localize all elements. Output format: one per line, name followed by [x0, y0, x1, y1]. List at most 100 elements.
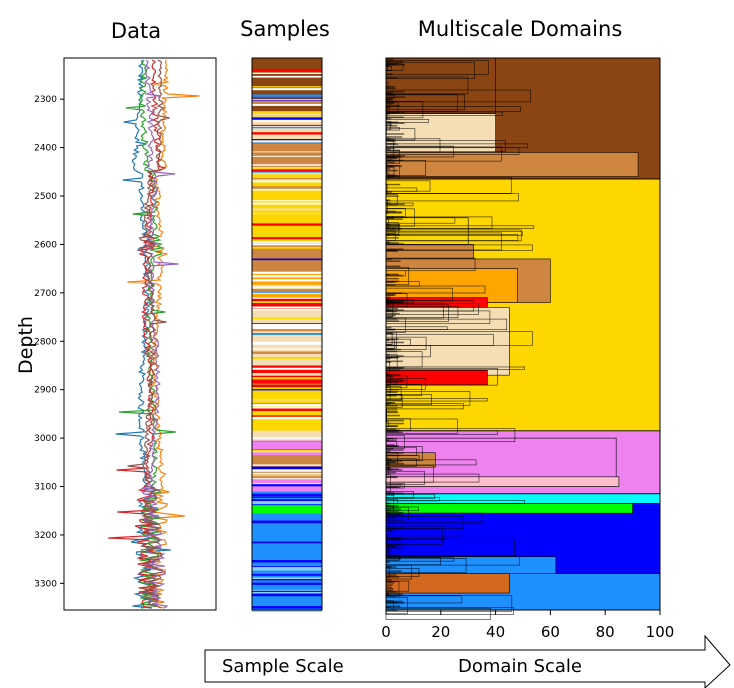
sample-interbed [252, 223, 322, 226]
sample-interbed [252, 317, 322, 320]
fine-scale-domain [386, 514, 404, 517]
fine-scale-domain [386, 595, 397, 597]
sample-interbed [252, 243, 322, 246]
fine-scale-domain [386, 136, 403, 138]
fine-scale-domain [386, 511, 403, 514]
fine-scale-domain [386, 548, 390, 551]
sample-interbed [252, 577, 322, 580]
fine-scale-domain [386, 588, 394, 590]
fine-scale-domain [386, 116, 404, 119]
y-tick-label: 2600 [34, 240, 57, 250]
data-panel-title: Data [111, 19, 161, 43]
sample-interbed [252, 279, 322, 282]
fine-scale-domain [386, 394, 397, 397]
fine-scale-domain [386, 277, 399, 280]
fine-scale-domain [386, 328, 395, 331]
sample-interbed [252, 306, 322, 308]
sample-interbed [252, 449, 322, 452]
fine-scale-domain [386, 403, 390, 405]
fine-scale-domain [386, 469, 403, 471]
fine-scale-domain [386, 439, 396, 442]
fine-scale-domain [386, 218, 403, 220]
y-tick-label: 3000 [34, 434, 57, 444]
fine-scale-domain [386, 591, 398, 593]
sample-interbed [252, 69, 322, 72]
fine-scale-domain [386, 471, 396, 474]
fine-scale-domain [386, 606, 391, 608]
x-tick-label: 100 [646, 623, 675, 641]
fine-scale-domain [386, 97, 396, 99]
fine-scale-domain [386, 122, 405, 125]
sample-interbed [252, 308, 322, 311]
data-series-group [108, 59, 200, 609]
fine-scale-domain [386, 215, 405, 218]
fine-scale-domain [386, 210, 396, 213]
y-tick-label: 2800 [34, 337, 57, 347]
sample-segment [252, 365, 322, 388]
sample-interbed [252, 341, 322, 344]
fine-scale-domain [386, 250, 398, 252]
fine-scale-domain [386, 361, 392, 363]
fine-scale-domain [386, 106, 391, 109]
fine-scale-domain [386, 314, 396, 317]
fine-scale-domain [386, 454, 401, 457]
sample-interbed [252, 493, 322, 497]
fine-scale-domain [386, 586, 392, 589]
fine-scale-domain [386, 605, 401, 608]
fine-scale-domain [386, 233, 400, 236]
sample-interbed [252, 582, 322, 585]
x-tick-label: 20 [431, 623, 450, 641]
fine-scale-domain [386, 318, 398, 320]
sample-interbed [252, 167, 322, 169]
fine-scale-domain [386, 62, 402, 65]
fine-scale-domain [386, 344, 397, 347]
fine-scale-domain [386, 310, 393, 312]
fine-scale-domain [386, 298, 395, 301]
fine-scale-domain [386, 258, 393, 260]
fine-scale-domain [386, 348, 394, 351]
sample-interbed [252, 72, 322, 74]
fine-scale-domain [386, 356, 393, 359]
fine-scale-domain [386, 561, 390, 563]
fine-scale-domain [386, 77, 398, 79]
sample-interbed [252, 275, 322, 277]
y-tick-label: 2500 [34, 192, 57, 202]
sub-domain-block [385, 503, 633, 514]
sub-domain-block [385, 152, 639, 177]
sample-interbed [252, 171, 322, 173]
y-tick-label: 2900 [34, 386, 57, 396]
fine-scale-domain [386, 73, 393, 76]
data-panel-frame [63, 57, 217, 611]
fine-scale-domain [386, 296, 391, 299]
sample-interbed [252, 520, 322, 523]
fine-scale-domain [386, 460, 403, 462]
fine-scale-domain [386, 414, 401, 417]
fine-scale-domain [386, 450, 391, 453]
sample-interbed [252, 406, 322, 410]
sample-interbed [252, 606, 322, 609]
fine-scale-domain [386, 502, 391, 505]
fine-scale-domain [386, 320, 399, 322]
fine-scale-domain [386, 350, 398, 353]
y-axis-label: Depth [15, 316, 37, 374]
sample-interbed [252, 472, 322, 475]
fine-scale-domain [386, 298, 404, 301]
fine-scale-domain [386, 338, 399, 340]
x-tick-label: 60 [541, 623, 560, 641]
data-series-line [140, 59, 179, 609]
fine-scale-domain [386, 169, 398, 172]
fine-scale-domain [386, 237, 399, 239]
sample-interbed [252, 179, 322, 181]
fine-scale-domain [386, 148, 391, 150]
fine-scale-domain [386, 199, 391, 201]
fine-scale-domain [386, 58, 394, 61]
fine-scale-domain [386, 149, 401, 152]
fine-scale-domain [386, 410, 398, 413]
fine-scale-domain [386, 574, 397, 576]
fine-scale-domain [386, 355, 404, 357]
fine-scale-domain [386, 558, 402, 560]
sample-interbed [252, 450, 322, 453]
fine-scale-domain [386, 138, 396, 140]
fine-scale-domain [386, 85, 395, 88]
fine-scale-domain [386, 576, 400, 578]
